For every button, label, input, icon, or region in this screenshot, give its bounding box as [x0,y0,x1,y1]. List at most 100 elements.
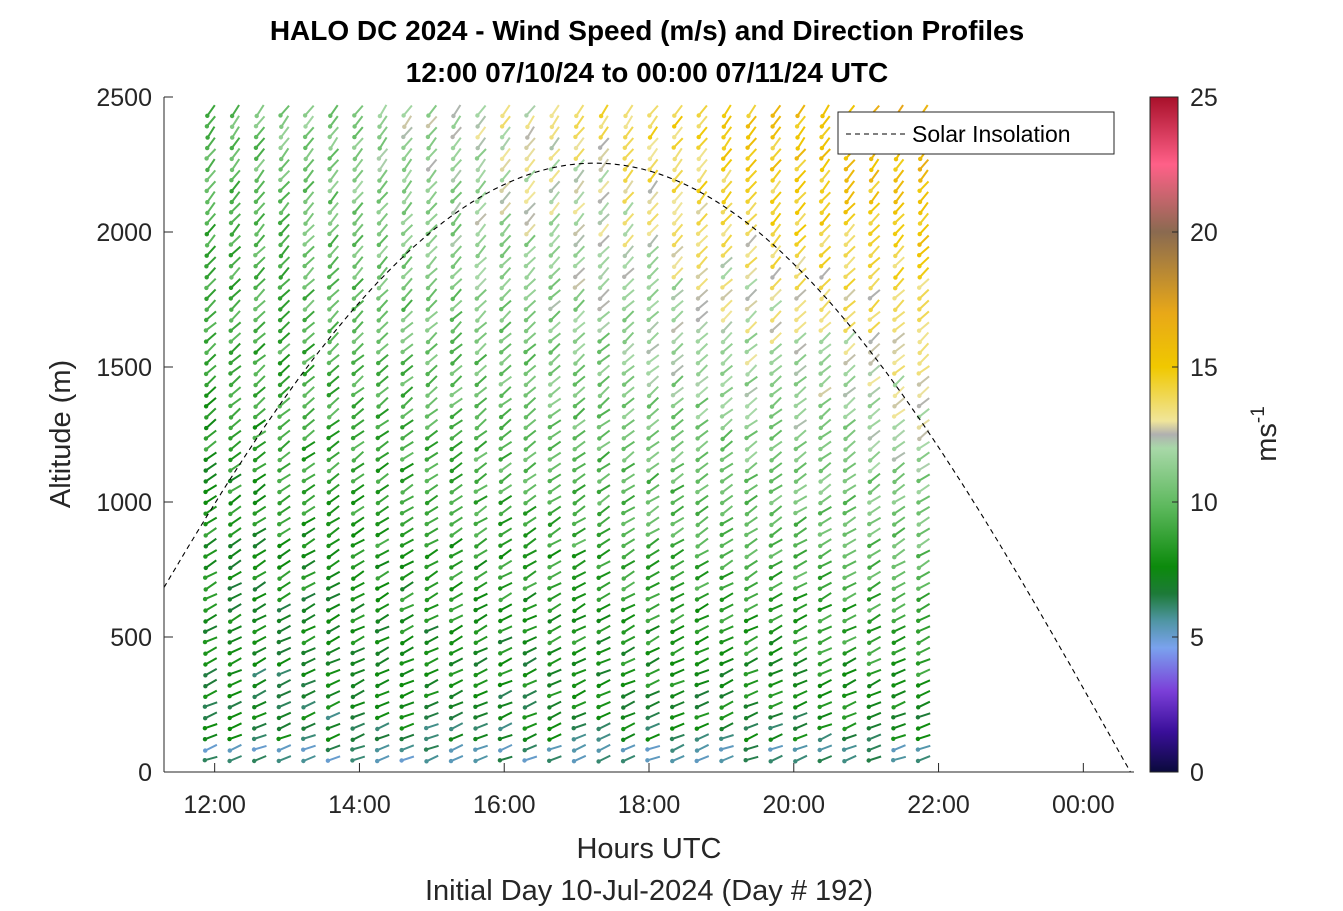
wind-barb-head [646,349,651,355]
wind-barb-head [204,156,209,161]
wind-barb-head [672,167,677,173]
wind-barb-head [720,490,725,495]
wind-barb-head [253,382,258,388]
wind-barb-head [374,672,380,677]
wind-barb-head [228,393,233,398]
wind-barb-head [227,629,232,634]
wind-barb-head [547,726,552,732]
wind-barb-head [916,478,921,484]
wind-barb-head [523,339,528,344]
wind-barb-head [276,758,281,764]
wind-barb-head [499,124,505,129]
wind-barb-head [252,618,257,623]
wind-barb-head [647,145,652,150]
wind-barb-head [571,575,577,580]
wind-barb-head [450,264,456,269]
wind-barb-head [819,307,824,312]
wind-barb-head [301,544,307,549]
wind-barb-head [669,715,675,720]
wind-barb-head [745,145,750,150]
wind-barb-head [203,371,209,377]
wind-barb-head [622,458,627,463]
wind-barb-head [499,156,505,162]
wind-barb-head [253,124,259,129]
wind-barb-head [646,339,652,345]
wind-barb-head [474,210,480,215]
wind-barb-head [917,393,922,398]
wind-barb-head [672,210,677,216]
wind-barb-head [351,296,357,301]
wind-barb-head [892,317,897,322]
x-tick-label: 14:00 [328,791,391,819]
wind-barb-head [892,231,898,237]
wind-barb-head [842,489,847,495]
wind-barb-head [745,415,750,420]
wind-barb-head [891,586,896,591]
wind-barb-head [843,167,849,172]
wind-barb-head [918,156,923,162]
wind-barb-head [228,264,234,269]
wind-barb-head [695,576,700,581]
wind-barb-head [744,478,749,484]
wind-barb-head [745,135,751,140]
wind-barb-head [277,543,282,549]
wind-barb-head [891,748,896,753]
wind-barb-head [301,478,306,484]
wind-barb-head [719,543,724,548]
wind-barb-head [202,737,208,742]
wind-barb-head [842,683,847,689]
wind-barb-head [792,737,798,742]
wind-barb-head [350,650,355,656]
wind-barb-head [228,533,233,538]
wind-barb-head [892,328,897,333]
y-tick-label: 2000 [96,219,152,247]
wind-barb-head [817,586,823,591]
wind-barb-head [818,403,823,409]
wind-barb-head [302,134,308,140]
wind-barb-head [227,736,232,742]
wind-barb-head [842,511,847,516]
wind-barb-head [891,564,896,570]
wind-barb-head [744,651,749,656]
wind-barb-head [866,704,871,709]
wind-barb-head [695,447,701,452]
wind-barb-head [867,640,872,645]
wind-barb-head [425,360,430,366]
wind-barb-head [670,521,675,527]
wind-barb-head [598,135,603,140]
wind-barb-head [671,415,676,420]
wind-barb-head [867,317,872,322]
wind-barb-head [916,618,921,623]
wind-barb-head [474,263,479,269]
wind-barb-head [252,726,257,731]
wind-barb-head [252,705,257,710]
wind-barb-head [621,296,627,301]
wind-barb-head [450,296,455,302]
wind-barb-head [350,435,356,441]
wind-barb-head [352,318,357,323]
wind-barb-head [721,178,726,183]
wind-barb-head [375,489,380,495]
wind-barb-head [744,597,749,602]
wind-barb-head [328,178,333,183]
wind-barb-head [499,167,505,172]
wind-barb-head [571,554,577,559]
wind-barb-head [670,586,675,591]
wind-barb-head [399,619,405,624]
wind-barb-head [376,404,381,409]
wind-barb-head [449,544,454,549]
wind-barb-head [449,403,454,408]
wind-barb-head [352,221,357,226]
wind-barb-head [302,253,307,258]
wind-barb-head [375,586,380,591]
wind-barb-head [769,393,774,398]
wind-barb-head [842,736,847,742]
wind-barb-head [424,662,429,667]
wind-barb-head [203,629,208,634]
wind-barb-head [450,242,455,247]
wind-barb-head [301,597,306,602]
wind-barb-head [768,662,773,667]
wind-barb-head [768,693,773,699]
wind-barb-head [498,457,503,462]
